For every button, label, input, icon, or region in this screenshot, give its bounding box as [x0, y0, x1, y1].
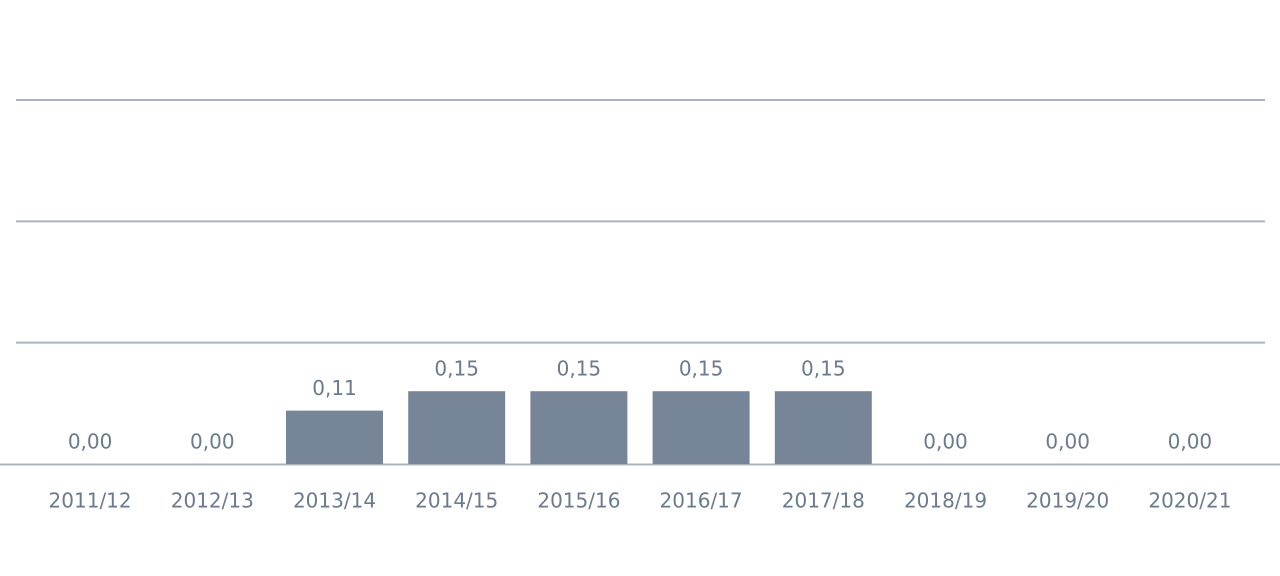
x-tick-label: 2018/19	[904, 489, 987, 513]
x-tick-label: 2011/12	[49, 489, 132, 513]
x-tick-label: 2015/16	[537, 489, 620, 513]
x-tick-label: 2013/14	[293, 489, 376, 513]
x-tick-label: 2019/20	[1026, 489, 1109, 513]
value-label: 0,00	[190, 430, 235, 454]
x-tick-label: 2016/17	[660, 489, 743, 513]
bar	[530, 391, 628, 464]
value-label: 0,15	[679, 357, 724, 381]
bar	[408, 391, 506, 464]
x-tick-label: 2014/15	[415, 489, 498, 513]
value-label: 0,15	[557, 357, 602, 381]
value-label: 0,00	[1045, 430, 1090, 454]
x-tick-label: 2012/13	[171, 489, 254, 513]
value-label: 0,00	[68, 430, 113, 454]
value-label: 0,00	[1168, 430, 1213, 454]
bar	[286, 410, 383, 464]
x-tick-label: 2020/21	[1148, 489, 1231, 513]
bar	[652, 391, 750, 464]
value-label: 0,11	[312, 376, 357, 400]
x-tick-label: 2017/18	[782, 489, 865, 513]
value-label: 0,15	[434, 357, 479, 381]
bar	[774, 391, 872, 464]
value-label: 0,00	[923, 430, 968, 454]
value-label: 0,15	[801, 357, 846, 381]
